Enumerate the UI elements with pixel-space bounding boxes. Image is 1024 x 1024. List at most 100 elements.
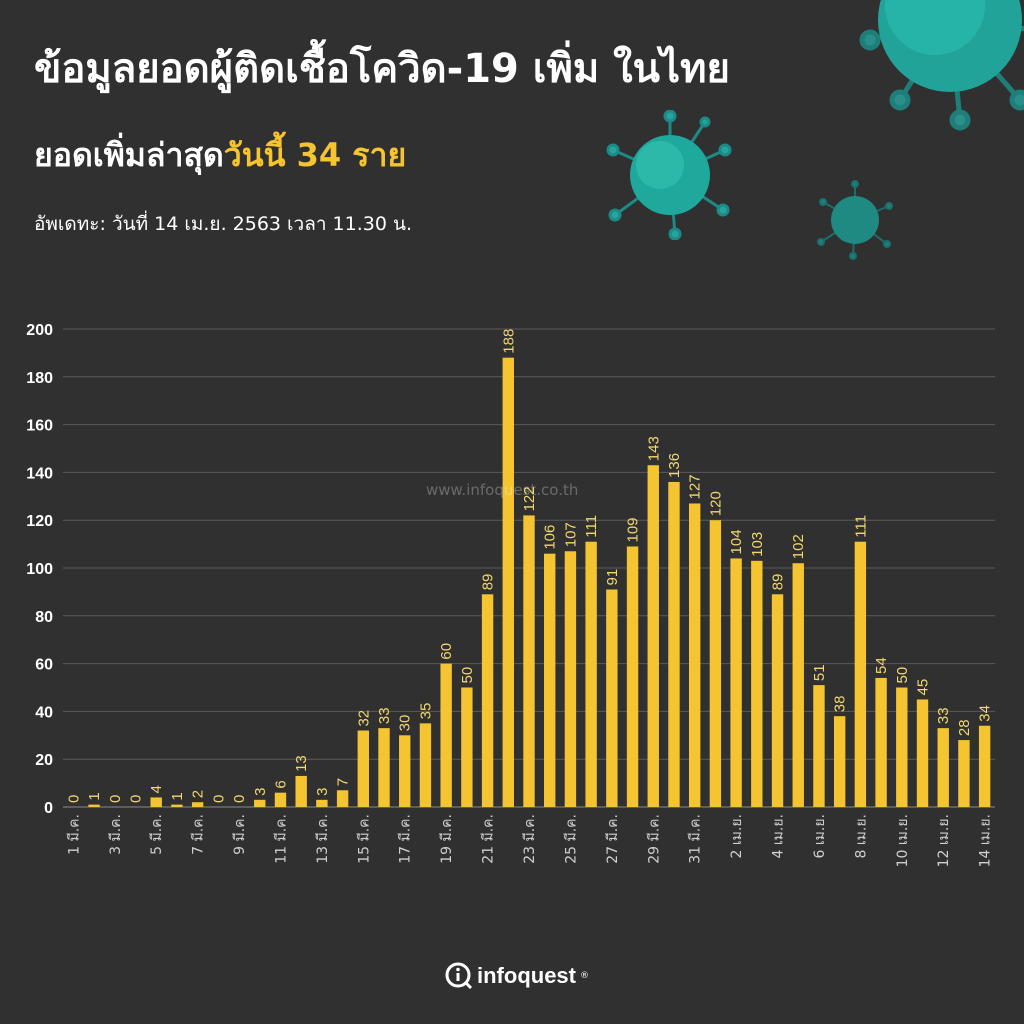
data-label: 13 bbox=[293, 755, 310, 772]
data-label: 3 bbox=[314, 787, 331, 795]
data-label: 28 bbox=[956, 719, 973, 736]
data-label: 106 bbox=[542, 525, 559, 550]
bar bbox=[254, 799, 266, 807]
virus-icon bbox=[817, 180, 893, 260]
x-tick-label: 17 มี.ค. bbox=[398, 814, 414, 864]
bar bbox=[792, 563, 804, 807]
bar bbox=[564, 551, 577, 807]
update-timestamp: อัพเดทะ: วันที่ 14 เม.ย. 2563 เวลา 11.30… bbox=[34, 213, 413, 235]
bar bbox=[978, 725, 991, 807]
data-label: 0 bbox=[231, 795, 248, 803]
data-label: 51 bbox=[811, 664, 828, 681]
bar bbox=[295, 775, 307, 807]
x-tick-label: 12 เม.ย. bbox=[936, 814, 952, 867]
y-tick-label: 0 bbox=[44, 800, 53, 817]
y-tick-label: 40 bbox=[35, 704, 53, 721]
data-label: 30 bbox=[397, 715, 414, 732]
bar bbox=[171, 804, 183, 807]
bar bbox=[751, 560, 763, 807]
data-label: 45 bbox=[915, 679, 932, 696]
bar bbox=[813, 685, 825, 807]
bar bbox=[502, 357, 514, 807]
x-tick-label: 10 เม.ย. bbox=[895, 814, 911, 867]
bar bbox=[606, 589, 618, 807]
bar bbox=[771, 594, 784, 807]
x-tick-label: 31 มี.ค. bbox=[688, 814, 704, 864]
data-label: 0 bbox=[127, 795, 144, 803]
x-tick-label: 15 มี.ค. bbox=[356, 814, 372, 864]
infoquest-logo: infoquest ® bbox=[445, 962, 589, 990]
y-tick-label: 180 bbox=[26, 370, 53, 387]
bar bbox=[316, 799, 328, 807]
bar bbox=[523, 515, 535, 807]
data-label: 1 bbox=[169, 792, 186, 800]
subtitle-highlight: วันนี้ 34 ราย bbox=[223, 136, 407, 174]
data-label: 127 bbox=[687, 474, 704, 499]
x-tick-label: 25 มี.ค. bbox=[563, 814, 579, 864]
x-tick-label: 19 มี.ค. bbox=[439, 814, 455, 864]
data-label: 122 bbox=[521, 486, 538, 511]
data-label: 33 bbox=[935, 707, 952, 724]
x-tick-label: 21 มี.ค. bbox=[481, 814, 497, 864]
x-tick-label: 4 เม.ย. bbox=[771, 814, 787, 858]
data-label: 38 bbox=[832, 695, 849, 712]
x-tick-label: 8 เม.ย. bbox=[853, 814, 869, 858]
data-label: 50 bbox=[894, 667, 911, 684]
x-tick-label: 27 มี.ค. bbox=[605, 814, 621, 864]
y-tick-label: 160 bbox=[26, 418, 53, 435]
x-tick-label: 5 มี.ค. bbox=[149, 814, 165, 855]
data-label: 89 bbox=[480, 574, 497, 591]
y-tick-label: 100 bbox=[26, 561, 53, 578]
bar bbox=[544, 553, 556, 807]
bar bbox=[399, 735, 411, 807]
bar bbox=[419, 723, 432, 807]
bar bbox=[88, 804, 100, 807]
bar bbox=[668, 481, 680, 807]
virus-icon bbox=[859, 0, 1024, 131]
y-tick-label: 120 bbox=[26, 513, 53, 530]
data-label: 111 bbox=[583, 515, 600, 538]
logo-text: infoquest bbox=[477, 963, 576, 988]
data-label: 33 bbox=[376, 707, 393, 724]
subtitle-prefix: ยอดเพิ่มล่าสุด bbox=[34, 136, 224, 174]
virus-icon bbox=[606, 110, 732, 240]
bar bbox=[854, 541, 867, 807]
infoquest-logo-icon bbox=[445, 962, 473, 990]
data-label: 111 bbox=[852, 515, 869, 538]
y-tick-label: 60 bbox=[35, 657, 53, 674]
data-label: 34 bbox=[977, 705, 994, 722]
x-tick-label: 6 เม.ย. bbox=[812, 814, 828, 858]
x-tick-label: 23 มี.ค. bbox=[522, 814, 538, 864]
data-label: 6 bbox=[272, 780, 289, 788]
data-label: 7 bbox=[335, 778, 352, 786]
x-tick-label: 1 มี.ค. bbox=[66, 814, 82, 855]
subtitle: ยอดเพิ่มล่าสุดวันนี้ 34 ราย bbox=[34, 130, 406, 181]
x-tick-label: 14 เม.ย. bbox=[978, 814, 994, 867]
bar bbox=[378, 728, 390, 807]
bar bbox=[626, 546, 639, 807]
y-tick-label: 200 bbox=[26, 322, 53, 339]
x-tick-label: 11 มี.ค. bbox=[273, 814, 289, 864]
data-label: 109 bbox=[625, 517, 642, 542]
data-label: 0 bbox=[107, 795, 124, 803]
data-label: 0 bbox=[65, 795, 82, 803]
x-tick-label: 9 มี.ค. bbox=[232, 814, 248, 855]
bar bbox=[274, 792, 287, 807]
bar bbox=[730, 558, 742, 807]
y-tick-label: 20 bbox=[35, 752, 53, 769]
bar bbox=[191, 802, 204, 807]
data-label: 107 bbox=[562, 522, 579, 547]
y-tick-label: 80 bbox=[35, 609, 53, 626]
bar bbox=[916, 699, 929, 807]
bar bbox=[585, 541, 597, 807]
bar bbox=[357, 730, 370, 807]
data-label: 0 bbox=[210, 795, 227, 803]
x-tick-label: 7 มี.ค. bbox=[191, 814, 207, 855]
bar bbox=[336, 790, 349, 807]
page-title: ข้อมูลยอดผู้ติดเชื้อโควิด-19 เพิ่ม ในไทย bbox=[34, 46, 730, 92]
x-tick-label: 2 เม.ย. bbox=[729, 814, 745, 858]
data-label: 103 bbox=[749, 532, 766, 557]
bar bbox=[937, 728, 949, 807]
data-label: 50 bbox=[459, 667, 476, 684]
